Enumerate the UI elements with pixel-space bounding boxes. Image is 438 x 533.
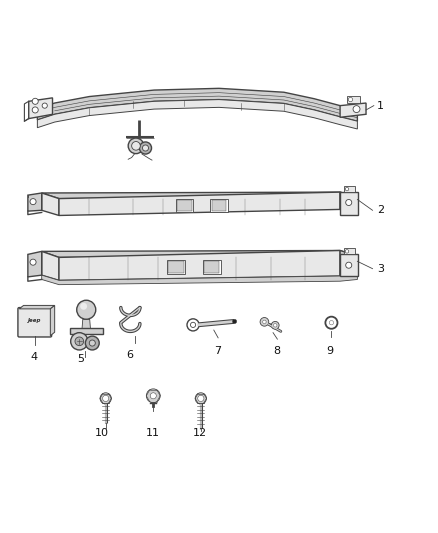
Text: 8: 8	[273, 346, 280, 356]
FancyBboxPatch shape	[340, 192, 358, 215]
Circle shape	[345, 188, 349, 191]
Polygon shape	[120, 311, 141, 318]
FancyBboxPatch shape	[210, 199, 228, 212]
Circle shape	[187, 319, 199, 331]
Polygon shape	[19, 305, 55, 309]
Text: 9: 9	[326, 346, 333, 356]
Polygon shape	[59, 192, 340, 215]
Polygon shape	[28, 193, 42, 211]
Circle shape	[128, 138, 144, 154]
Circle shape	[32, 107, 38, 113]
FancyBboxPatch shape	[176, 199, 193, 212]
Circle shape	[325, 317, 338, 329]
Text: 4: 4	[31, 352, 38, 362]
Circle shape	[77, 300, 96, 319]
Circle shape	[142, 145, 148, 151]
FancyBboxPatch shape	[177, 200, 192, 211]
Circle shape	[75, 337, 84, 345]
Text: 6: 6	[126, 350, 133, 360]
FancyBboxPatch shape	[18, 308, 52, 337]
FancyBboxPatch shape	[346, 96, 360, 103]
Polygon shape	[82, 319, 91, 330]
FancyBboxPatch shape	[212, 200, 226, 211]
Polygon shape	[70, 328, 102, 334]
Circle shape	[80, 303, 87, 310]
Polygon shape	[50, 305, 55, 336]
Circle shape	[329, 320, 334, 325]
Polygon shape	[42, 252, 59, 280]
FancyBboxPatch shape	[204, 261, 219, 273]
Polygon shape	[28, 252, 42, 277]
Polygon shape	[340, 251, 357, 276]
Polygon shape	[42, 251, 357, 257]
Circle shape	[271, 321, 279, 329]
Circle shape	[346, 199, 352, 206]
Polygon shape	[42, 192, 357, 199]
Circle shape	[195, 393, 206, 404]
Circle shape	[348, 98, 353, 102]
Circle shape	[85, 336, 99, 350]
Circle shape	[260, 318, 269, 326]
Polygon shape	[42, 193, 59, 215]
Text: 10: 10	[95, 428, 110, 438]
FancyBboxPatch shape	[340, 254, 358, 276]
Circle shape	[146, 389, 160, 403]
FancyBboxPatch shape	[202, 260, 221, 274]
FancyBboxPatch shape	[344, 186, 355, 192]
Circle shape	[353, 106, 360, 112]
FancyBboxPatch shape	[168, 261, 184, 273]
Circle shape	[30, 259, 36, 265]
Circle shape	[345, 249, 349, 253]
Circle shape	[102, 395, 109, 401]
Circle shape	[346, 262, 352, 268]
Polygon shape	[37, 88, 357, 121]
Text: Jeep: Jeep	[28, 318, 42, 323]
Circle shape	[191, 322, 196, 327]
Text: 2: 2	[377, 205, 384, 215]
Circle shape	[100, 393, 111, 404]
Circle shape	[132, 142, 140, 150]
Circle shape	[263, 320, 266, 324]
Circle shape	[233, 319, 237, 324]
Polygon shape	[29, 98, 53, 119]
Text: 3: 3	[377, 264, 384, 273]
Circle shape	[273, 324, 277, 327]
Polygon shape	[37, 100, 357, 129]
Circle shape	[30, 199, 36, 205]
Polygon shape	[42, 275, 357, 285]
FancyBboxPatch shape	[167, 260, 185, 274]
Circle shape	[198, 395, 204, 401]
Circle shape	[139, 142, 152, 154]
Text: 12: 12	[193, 428, 207, 438]
Polygon shape	[340, 192, 357, 215]
Text: 11: 11	[145, 428, 159, 438]
FancyBboxPatch shape	[344, 248, 355, 254]
Polygon shape	[340, 103, 366, 117]
Text: 1: 1	[377, 101, 384, 111]
Circle shape	[42, 103, 47, 108]
Text: 7: 7	[214, 346, 221, 356]
Circle shape	[150, 393, 156, 399]
Text: 5: 5	[78, 354, 85, 365]
Circle shape	[32, 98, 38, 104]
Circle shape	[89, 340, 95, 346]
Polygon shape	[59, 251, 340, 280]
Circle shape	[71, 333, 88, 350]
